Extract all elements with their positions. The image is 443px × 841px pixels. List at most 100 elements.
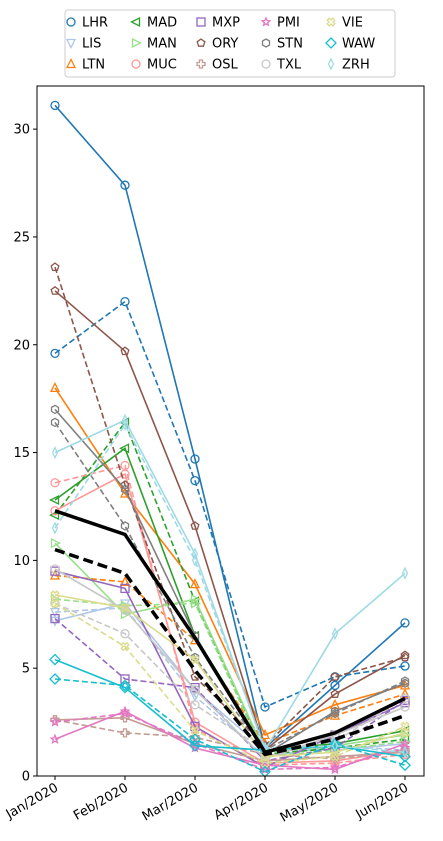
legend-marker-osl [196, 59, 206, 69]
point-vie-2 [190, 654, 200, 665]
point-waw-dashed-2 [189, 733, 201, 746]
point-vie-0 [50, 590, 60, 600]
point-zrh-dashed-2 [191, 553, 199, 567]
series-ltn-dashed-line [54, 574, 406, 745]
legend-marker-muc [131, 59, 141, 69]
point-waw-5 [399, 750, 411, 763]
point-zrh-dashed-4 [331, 739, 339, 753]
y-tick-label: 25 [13, 230, 30, 245]
legend-item-vie: VIE [326, 16, 363, 31]
legend-label-lhr: LHR [82, 16, 108, 31]
series-vie-solid-line [54, 594, 406, 758]
legend-marker-lis [65, 38, 77, 49]
series-waw-dashed-line [54, 678, 406, 773]
point-muc-dashed-0 [50, 478, 60, 488]
legend-item-muc: MUC [131, 58, 177, 73]
legend-marker-stn [261, 38, 271, 48]
aggregate-solid-line [54, 509, 406, 755]
point-txl-dashed-1 [120, 629, 130, 639]
point-mad-0 [49, 494, 60, 506]
point-ltn-2 [189, 578, 201, 589]
point-zrh-1 [121, 413, 129, 427]
point-mxp-1 [120, 583, 130, 594]
legend-item-lis: LIS [65, 37, 101, 52]
point-vie-dashed-1 [120, 641, 130, 652]
legend-marker-vie [326, 17, 336, 27]
legend-marker-ory [196, 38, 206, 47]
point-lhr-2 [190, 454, 200, 464]
series-txl-solid-line [54, 568, 406, 760]
series-zrh-dashed-line [54, 422, 406, 754]
point-ory-4 [330, 689, 340, 698]
point-osl-dashed-1 [120, 728, 130, 738]
legend-item-txl: TXL [261, 58, 302, 73]
point-vie-dashed-3 [260, 758, 270, 768]
point-lhr-dashed-5 [400, 661, 410, 671]
series-stn-dashed-line [54, 421, 406, 752]
series-vie-dashed-line [54, 602, 406, 764]
point-ory-1 [120, 346, 130, 356]
legend: LHR LIS LTN MAD MAN MUC MXP ORY OSL PMI STN TXL VIE W… [64, 9, 396, 78]
point-ory-dashed-4 [330, 671, 340, 681]
point-mad-1 [119, 443, 130, 454]
legend-marker-ltn [65, 58, 77, 69]
y-tick-label: 20 [13, 338, 30, 353]
legend-marker-zrh [327, 57, 335, 71]
legend-marker-mad [130, 16, 141, 28]
point-man-0 [50, 538, 61, 549]
point-waw-dashed-0 [49, 673, 61, 685]
point-stn-1 [120, 484, 130, 494]
point-waw-2 [189, 739, 201, 752]
point-zrh-4 [331, 627, 339, 641]
point-ltn-3 [259, 729, 271, 740]
legend-label-pmi: PMI [277, 16, 300, 31]
point-vie-dashed-5 [400, 721, 410, 732]
point-lhr-1 [120, 180, 130, 190]
point-mxp-dashed-0 [50, 613, 60, 624]
point-pmi-dashed-0 [49, 716, 61, 727]
legend-label-osl: OSL [212, 58, 238, 73]
series-osl-dashed-line [54, 719, 406, 760]
point-man-1 [120, 609, 131, 620]
point-waw-dashed-4 [329, 737, 341, 750]
legend-item-ltn: LTN [65, 58, 105, 73]
point-lhr-0 [50, 100, 60, 111]
point-zrh-dashed-5 [401, 745, 409, 759]
series-mxp-dashed-line [54, 617, 406, 762]
point-vie-dashed-0 [50, 598, 60, 609]
point-waw-dashed-5 [399, 759, 411, 772]
point-stn-dashed-5 [400, 676, 410, 686]
point-txl-0 [50, 564, 60, 574]
point-zrh-dashed-0 [51, 521, 59, 535]
point-lis-dashed-2 [189, 692, 201, 703]
legend-marker-txl [261, 59, 271, 69]
point-waw-0 [49, 653, 61, 666]
point-ltn-dashed-4 [329, 709, 341, 720]
legend-item-man: MAN [131, 37, 177, 52]
legend-label-ory: ORY [212, 37, 238, 52]
series-zrh [51, 413, 409, 759]
legend-frame [64, 9, 396, 78]
point-pmi-0 [49, 733, 61, 745]
series-txl-dashed-line [54, 602, 406, 751]
plot-area [49, 100, 411, 778]
series-lis-dashed-line [54, 606, 406, 758]
series-pmi-solid-line [54, 710, 406, 771]
y-tick-label: 0 [22, 770, 30, 785]
point-txl-2 [190, 685, 200, 695]
point-lis-dashed-0 [49, 607, 61, 619]
point-stn-5 [400, 678, 410, 689]
point-zrh-0 [51, 446, 59, 460]
legend-item-stn: STN [261, 37, 303, 52]
y-tick-label: 30 [13, 123, 30, 138]
point-txl-dashed-0 [50, 598, 60, 609]
point-waw-1 [119, 681, 131, 694]
legend-item-mxp: MXP [196, 16, 240, 31]
plot-frame [36, 85, 425, 777]
y-tick-label: 5 [22, 662, 30, 677]
point-ltn-4 [329, 698, 341, 709]
y-tick-label: 15 [13, 446, 30, 461]
point-ory-0 [50, 285, 60, 295]
point-mad-dashed-0 [49, 510, 60, 521]
